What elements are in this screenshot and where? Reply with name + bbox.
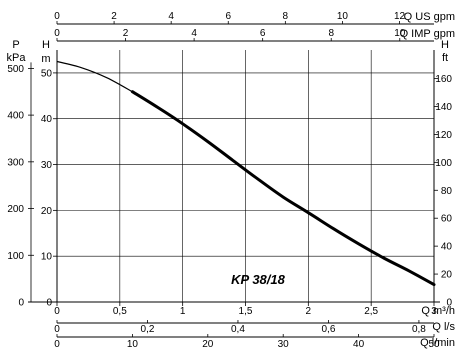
m3h-tick-label: 2,5 — [364, 306, 378, 317]
kpa-tick-label: 300 — [7, 157, 24, 168]
ls-axis-title: Q l/s — [432, 321, 455, 333]
m3h-tick-label: 3 — [431, 306, 437, 317]
ft-tick-label: 60 — [441, 214, 453, 225]
ft-tick-label: 80 — [441, 186, 453, 197]
curve-annotation: KP 38/18 — [231, 272, 285, 287]
usgpm-tick-label: 6 — [225, 11, 231, 22]
lmin-tick-label: 20 — [202, 339, 214, 350]
usgpm-tick-label: 10 — [337, 11, 349, 22]
m3h-tick-label: 0,5 — [113, 306, 127, 317]
usgpm-tick-label: 12 — [394, 11, 406, 22]
lmin-tick-label: 30 — [278, 339, 290, 350]
ft-tick-label: 140 — [435, 102, 452, 113]
kpa-tick-label: 0 — [18, 298, 24, 309]
ft-tick-label: 0 — [446, 298, 452, 309]
ft-tick-label: 160 — [435, 74, 452, 85]
m-tick-label: 10 — [41, 252, 53, 263]
usgpm-tick-label: 2 — [111, 11, 117, 22]
impgpm-tick-label: 2 — [123, 28, 129, 39]
ft-axis-unit: ft — [442, 52, 448, 64]
m-tick-label: 20 — [41, 206, 53, 217]
usgpm-tick-label: 4 — [168, 11, 174, 22]
ls-tick-label: 0,8 — [412, 324, 426, 335]
ft-axis-title: H — [441, 39, 449, 51]
lmin-tick-label: 10 — [127, 339, 139, 350]
grid — [57, 50, 434, 302]
ft-tick-label: 40 — [441, 242, 453, 253]
m-tick-label: 30 — [41, 160, 53, 171]
lmin-tick-label: 50 — [428, 339, 440, 350]
lmin-tick-label: 40 — [353, 339, 365, 350]
m-tick-label: 50 — [41, 68, 53, 79]
ft-tick-label: 120 — [435, 130, 452, 141]
kpa-axis-unit: kPa — [7, 52, 27, 64]
m3h-tick-label: 0 — [54, 306, 60, 317]
impgpm-tick-label: 4 — [191, 28, 197, 39]
m3h-tick-label: 1 — [180, 306, 186, 317]
usgpm-axis-title: Q US gpm — [404, 11, 455, 23]
kpa-tick-label: 500 — [7, 64, 24, 75]
kpa-axis-title: P — [12, 39, 19, 51]
kpa-tick-label: 200 — [7, 204, 24, 215]
series-curve-kp-38-18 — [130, 90, 436, 287]
ls-tick-label: 0,6 — [321, 324, 335, 335]
impgpm-tick-label: 8 — [328, 28, 334, 39]
usgpm-tick-label: 8 — [283, 11, 289, 22]
ft-tick-label: 20 — [441, 270, 453, 281]
ls-tick-label: 0,2 — [141, 324, 155, 335]
m3h-tick-label: 2 — [306, 306, 312, 317]
kpa-tick-label: 100 — [7, 251, 24, 262]
m-tick-label: 40 — [41, 114, 53, 125]
kpa-tick-label: 400 — [7, 111, 24, 122]
impgpm-tick-label: 10 — [394, 28, 406, 39]
impgpm-tick-label: 0 — [54, 28, 60, 39]
series-curve-low-flow — [56, 60, 133, 93]
lmin-axis-title: Q l/min — [420, 337, 455, 349]
impgpm-tick-label: 6 — [260, 28, 266, 39]
m-axis-title: H — [42, 39, 50, 51]
ft-tick-label: 100 — [435, 158, 452, 169]
usgpm-tick-label: 0 — [54, 11, 60, 22]
m-tick-label: 0 — [46, 298, 52, 309]
m3h-tick-label: 1,5 — [239, 306, 253, 317]
m3h-axis-title: Q m³/h — [421, 305, 455, 317]
ls-tick-label: 0,4 — [231, 324, 245, 335]
impgpm-axis-title: Q IMP gpm — [400, 28, 455, 40]
m-axis-unit: m — [41, 53, 50, 65]
ls-tick-label: 0 — [54, 324, 60, 335]
lmin-tick-label: 0 — [54, 339, 60, 350]
